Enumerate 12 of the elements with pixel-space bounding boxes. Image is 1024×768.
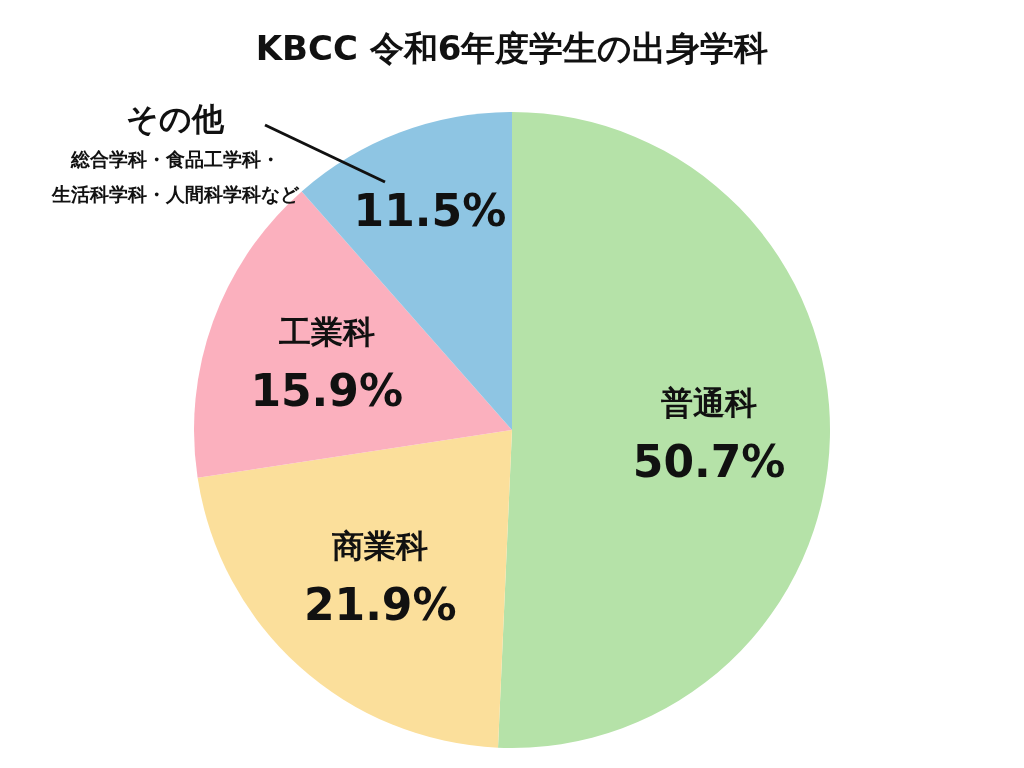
pie-slice — [197, 430, 512, 748]
slice-label: 商業科 — [332, 526, 429, 565]
text: 総合学科・食品工学科・ — [69, 148, 280, 170]
data-label: 11.5% — [353, 184, 507, 236]
slice-label: 工業科 — [277, 312, 375, 351]
chart-title: KBCC 令和6年度学生の出身学科 — [255, 28, 769, 68]
slice-label: 普通科 — [661, 384, 758, 423]
data-label: 50.7% — [632, 436, 786, 488]
data-label: 21.9% — [303, 578, 457, 630]
slice-label: その他 — [126, 100, 225, 138]
text: 生活科学科・人間科学科など — [50, 183, 300, 205]
data-label: 15.9% — [250, 364, 404, 416]
